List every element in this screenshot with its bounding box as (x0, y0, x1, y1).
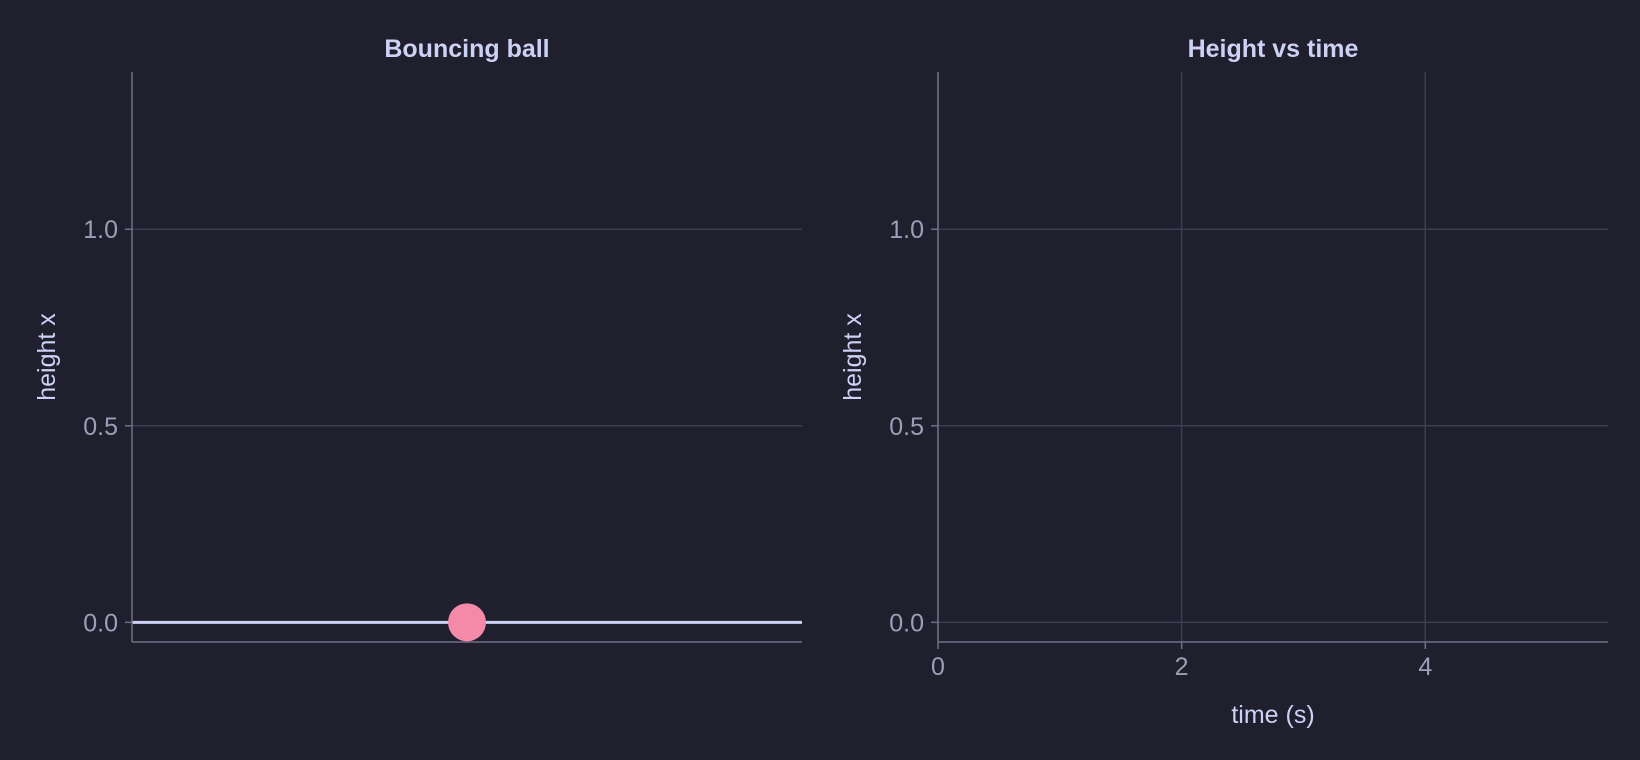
left-chart-title: Bouncing ball (384, 35, 549, 63)
ball-marker (448, 603, 486, 642)
right-x-axis-label: time (s) (1231, 701, 1314, 729)
right-gridlines (937, 72, 1608, 642)
left-y-tick-label: 0.5 (83, 413, 118, 441)
right-x-tick-label: 0 (931, 653, 945, 681)
left-gridlines (132, 228, 802, 624)
right-y-tick-label: 0.5 (889, 413, 924, 441)
right-chart-title: Height vs time (1188, 35, 1359, 63)
right-x-tick-label: 2 (1175, 653, 1189, 681)
height-vs-time-panel: Height vs time 0.0 0.5 1.0 0 2 4 time (s) he… (839, 35, 1608, 729)
right-x-tick-label: 4 (1418, 653, 1432, 681)
left-y-axis-label: height x (33, 313, 61, 401)
left-y-tick-label: 0.0 (83, 609, 118, 637)
right-x-ticks: 0 2 4 (931, 642, 1432, 681)
left-y-ticks: 0.0 0.5 1.0 (83, 216, 132, 637)
right-y-tick-label: 1.0 (889, 216, 924, 244)
right-y-ticks: 0.0 0.5 1.0 (889, 216, 938, 637)
ball-layer (448, 603, 486, 642)
left-y-tick-label: 1.0 (83, 216, 118, 244)
right-y-axis-label: height x (839, 313, 867, 401)
right-y-tick-label: 0.0 (889, 609, 924, 637)
bouncing-ball-panel: Bouncing ball 0.0 0.5 1.0 height x (33, 35, 802, 643)
